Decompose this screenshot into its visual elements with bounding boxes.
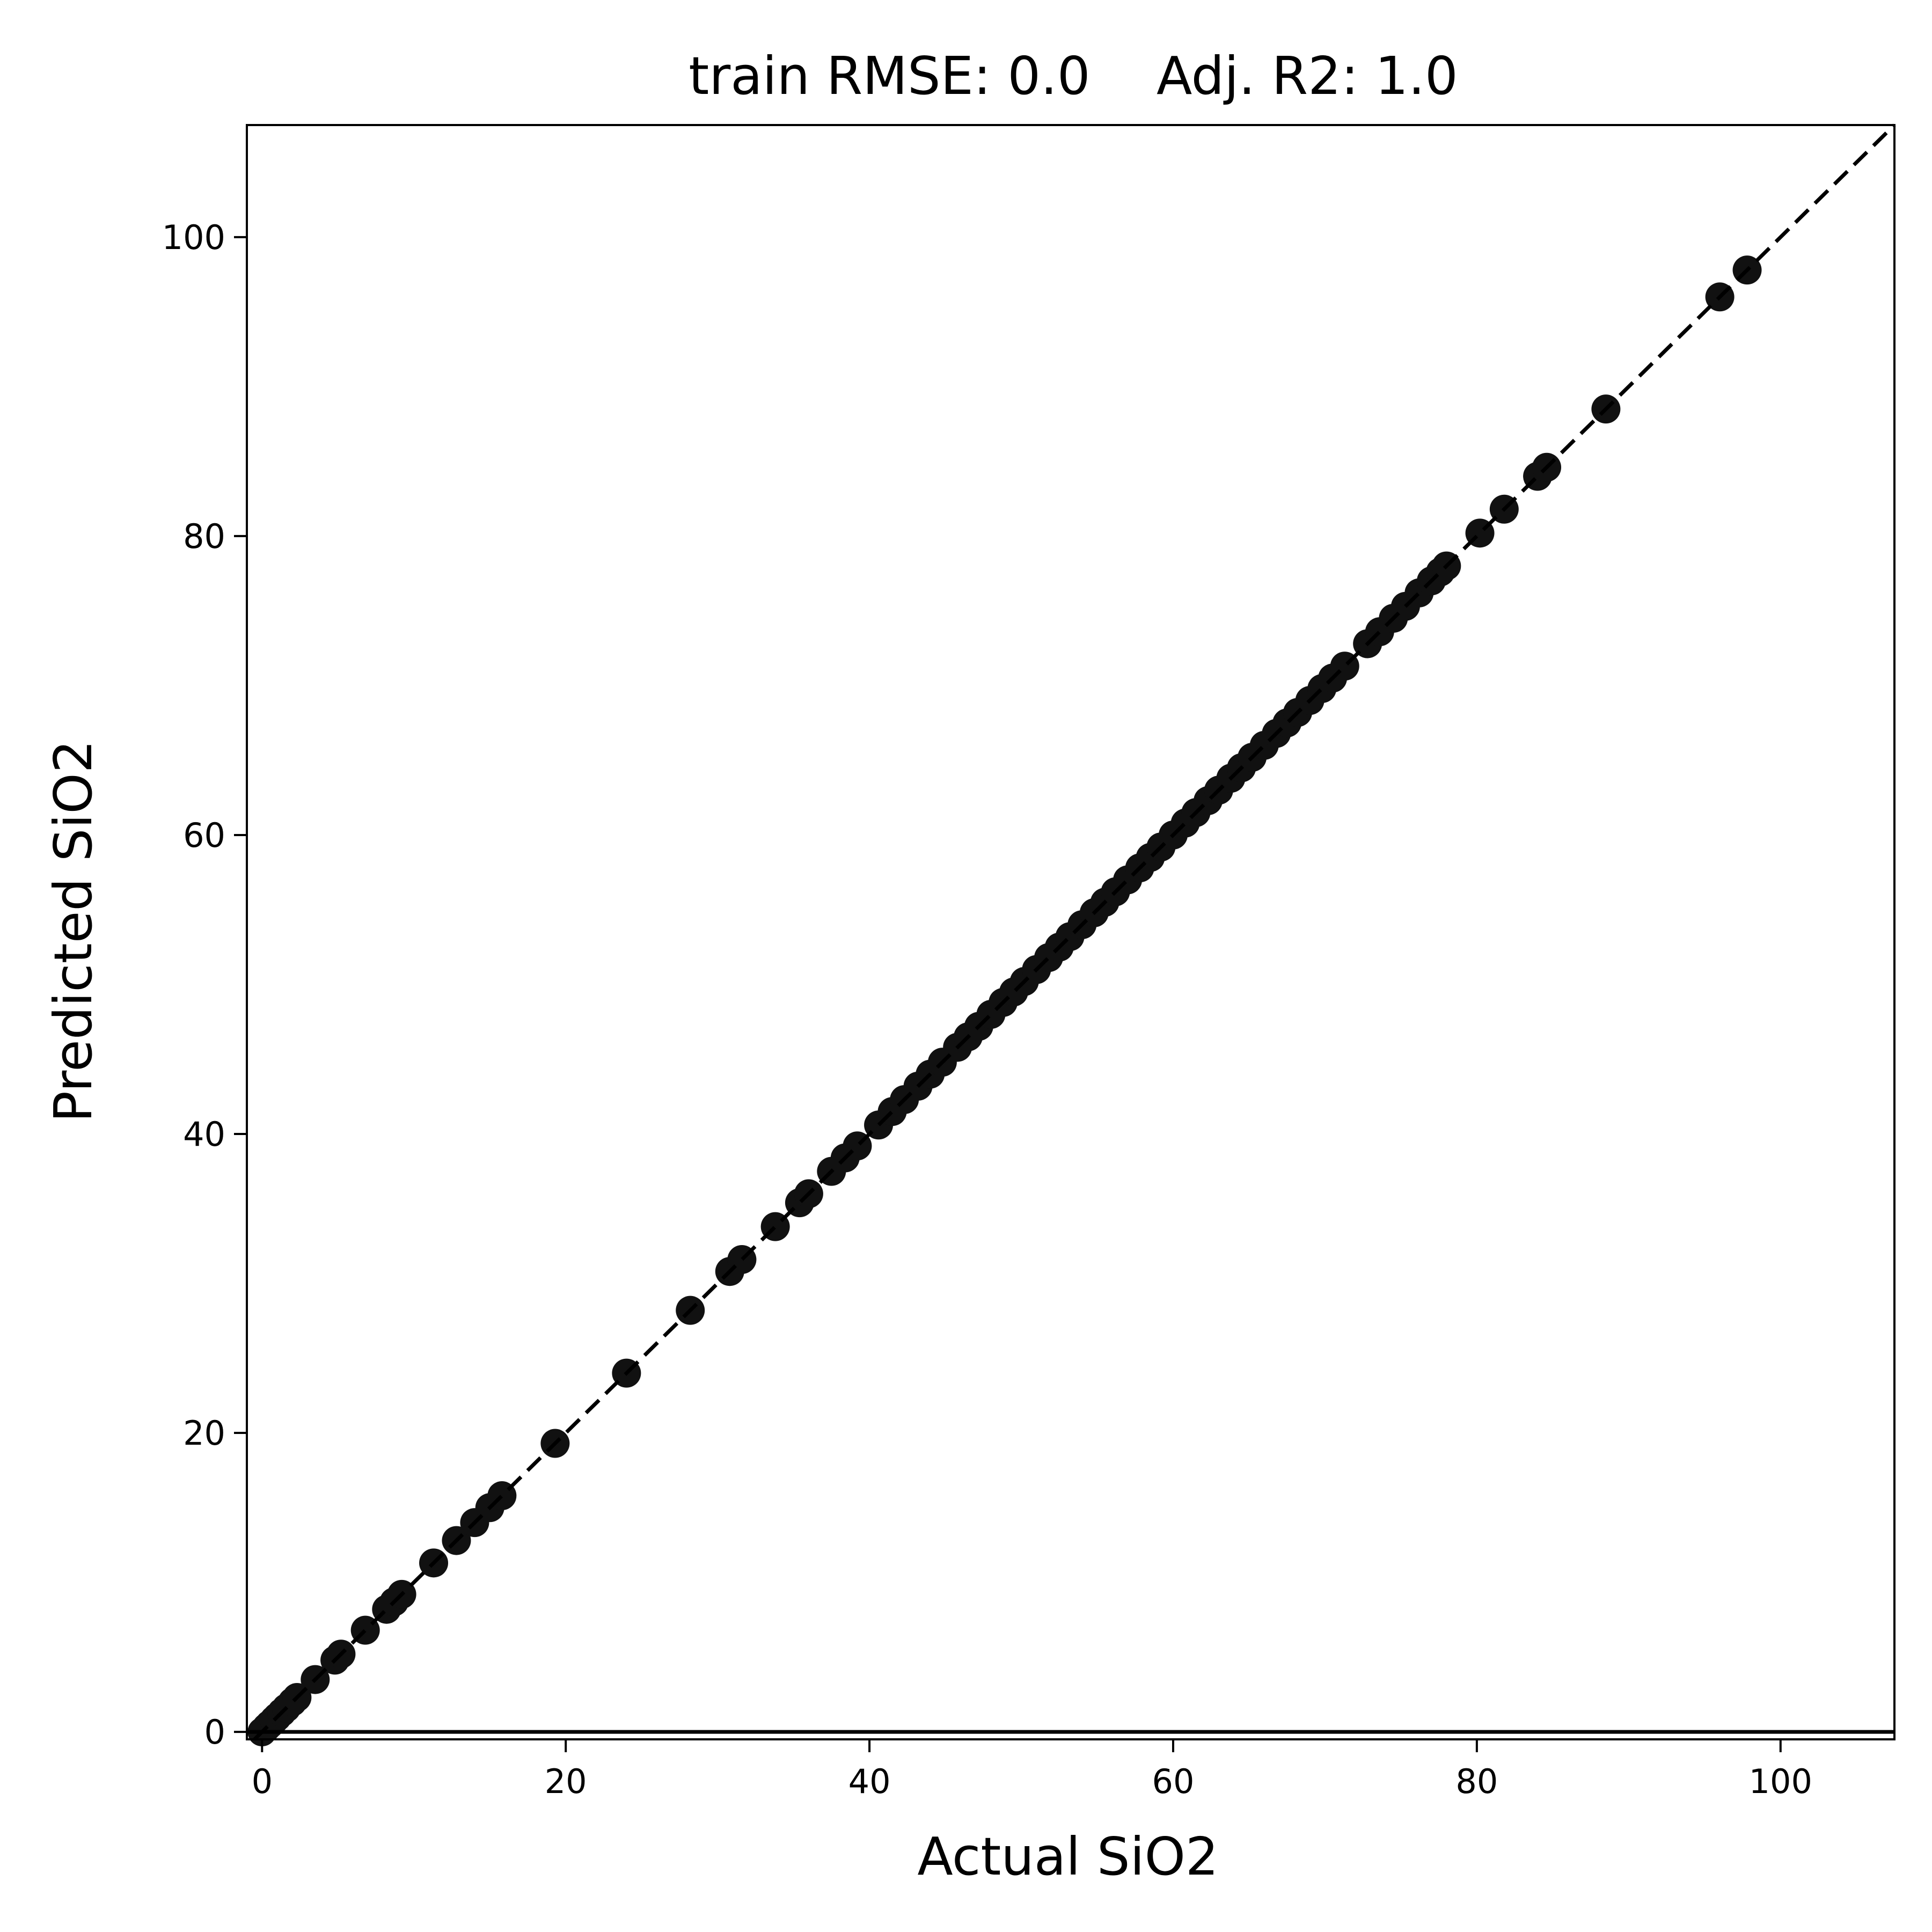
x-tick-label: 20 [545,1762,587,1801]
x-axis-title: Actual SiO2 [917,1826,1218,1887]
y-axis-title: Predicted SiO2 [43,740,104,1123]
plot-frame [246,124,1896,1740]
x-tick-label: 100 [1749,1762,1812,1801]
y-axis-ticks: 0 20 40 60 80 100 [162,218,247,1752]
identity-reference-line [253,123,1896,1741]
y-tick-label: 80 [183,517,225,556]
y-tick-label: 40 [183,1115,225,1154]
x-tick-label: 60 [1152,1762,1195,1801]
y-tick-label: 0 [204,1713,225,1752]
chart-title: train RMSE: 0.0 Adj. R2: 1.0 [689,46,1458,106]
y-tick-label: 60 [183,816,225,855]
x-tick-label: 40 [848,1762,891,1801]
y-tick-label: 20 [183,1414,225,1453]
x-axis-ticks: 0 20 40 60 80 100 [252,1739,1812,1801]
y-tick-label: 100 [162,218,225,257]
x-tick-label: 80 [1455,1762,1498,1801]
x-tick-label: 0 [252,1762,273,1801]
plot-area [247,123,1896,1747]
